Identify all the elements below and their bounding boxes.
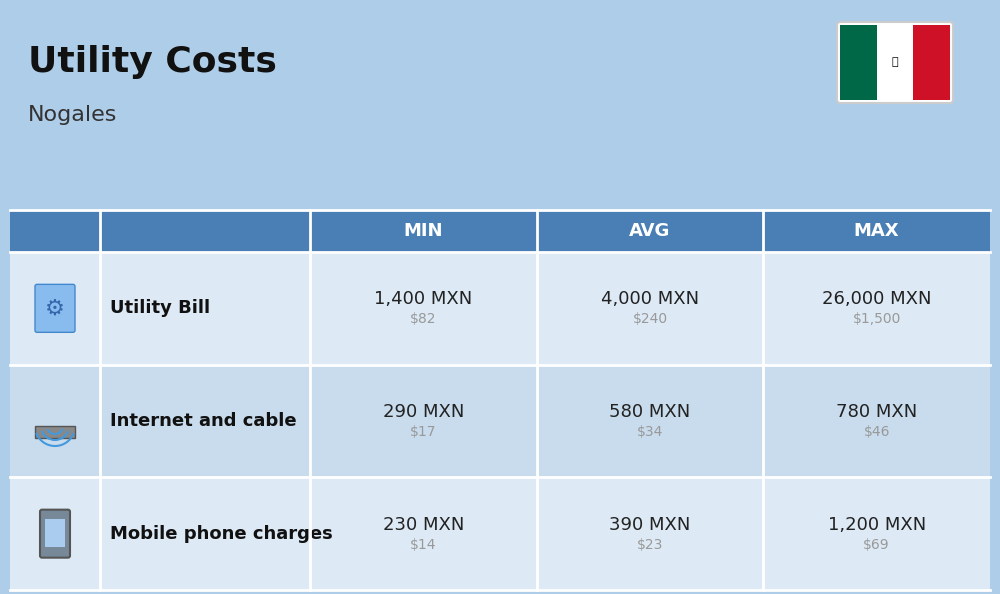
- Text: ⚙: ⚙: [45, 298, 65, 318]
- Text: $240: $240: [632, 312, 668, 326]
- Text: 4,000 MXN: 4,000 MXN: [601, 290, 699, 308]
- Text: 🦅: 🦅: [892, 58, 898, 68]
- Text: 1,200 MXN: 1,200 MXN: [828, 516, 926, 533]
- Text: Utility Costs: Utility Costs: [28, 45, 277, 79]
- Text: Nogales: Nogales: [28, 105, 117, 125]
- Bar: [35, 426, 75, 438]
- Bar: [10, 365, 990, 478]
- FancyBboxPatch shape: [40, 510, 70, 558]
- Text: Internet and cable: Internet and cable: [110, 412, 297, 430]
- Text: 230 MXN: 230 MXN: [383, 516, 464, 533]
- Text: $46: $46: [863, 425, 890, 439]
- Text: $14: $14: [410, 538, 437, 552]
- Bar: [10, 478, 990, 590]
- Bar: [913, 25, 950, 100]
- Text: $82: $82: [410, 312, 437, 326]
- Text: AVG: AVG: [629, 222, 671, 240]
- FancyBboxPatch shape: [837, 22, 953, 103]
- Text: $17: $17: [410, 425, 437, 439]
- Text: 390 MXN: 390 MXN: [609, 516, 691, 533]
- Bar: [10, 252, 990, 365]
- Text: MIN: MIN: [404, 222, 443, 240]
- Text: $69: $69: [863, 538, 890, 552]
- Bar: [10, 210, 990, 252]
- Text: 290 MXN: 290 MXN: [383, 403, 464, 421]
- FancyBboxPatch shape: [35, 285, 75, 332]
- Text: 780 MXN: 780 MXN: [836, 403, 917, 421]
- Text: Utility Bill: Utility Bill: [110, 299, 210, 317]
- Text: MAX: MAX: [854, 222, 899, 240]
- Text: Mobile phone charges: Mobile phone charges: [110, 525, 333, 543]
- Text: 26,000 MXN: 26,000 MXN: [822, 290, 931, 308]
- Text: $1,500: $1,500: [852, 312, 901, 326]
- Bar: [840, 25, 877, 100]
- Bar: [45, 519, 65, 546]
- Text: $34: $34: [637, 425, 663, 439]
- Text: 580 MXN: 580 MXN: [609, 403, 691, 421]
- Text: 1,400 MXN: 1,400 MXN: [374, 290, 472, 308]
- Text: $23: $23: [637, 538, 663, 552]
